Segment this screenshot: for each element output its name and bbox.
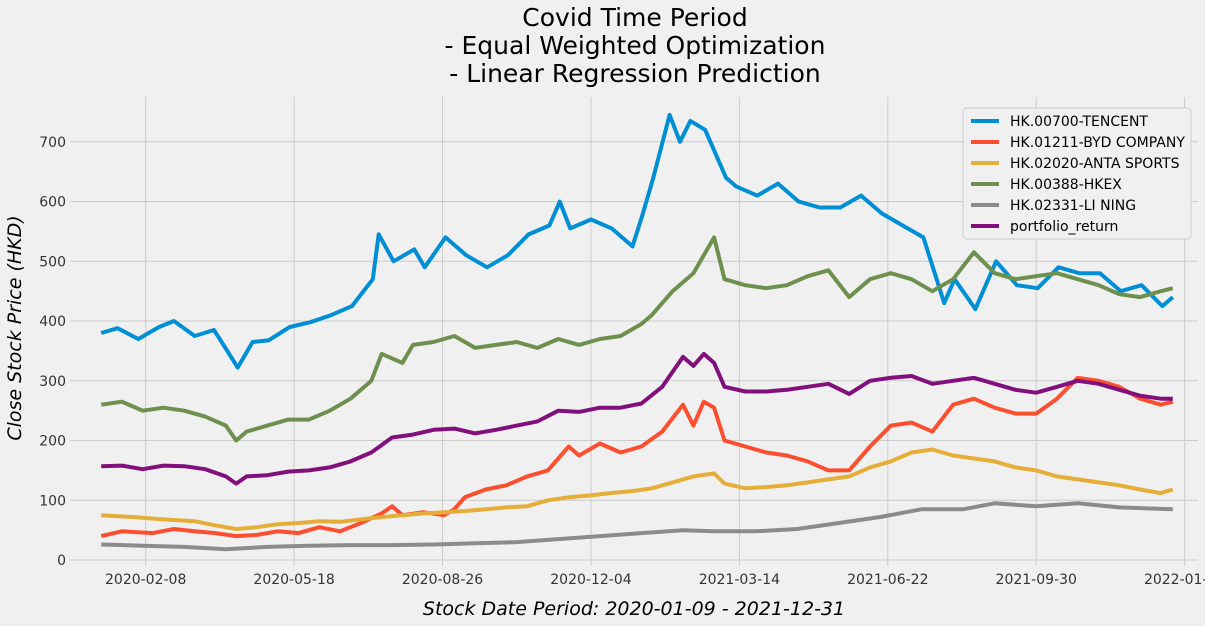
y-tick-label: 700 xyxy=(39,135,66,151)
chart-title-line-2: - Equal Weighted Optimization xyxy=(445,31,826,60)
x-axis-ticks: 2020-02-08 2020-05-18 2020-08-26 2020-12-04… xyxy=(105,572,1205,588)
y-tick-label: 500 xyxy=(39,254,66,270)
legend-entry-label: HK.00700-TENCENT xyxy=(1010,114,1148,130)
x-tick-label: 2021-09-30 xyxy=(996,572,1077,588)
y-tick-label: 100 xyxy=(39,493,66,509)
chart-title-line-3: - Linear Regression Prediction xyxy=(449,59,821,88)
legend-entry-label: HK.01211-BYD COMPANY xyxy=(1010,135,1185,151)
legend-box xyxy=(962,107,1192,240)
series-line-hk-01211-byd-company xyxy=(100,375,1174,539)
legend-entry-label: portfolio_return xyxy=(1010,219,1118,235)
y-tick-label: 0 xyxy=(57,553,66,569)
series-line-hk-00388-hkex xyxy=(100,235,1174,443)
x-tick-label: 2020-05-18 xyxy=(253,572,334,588)
x-axis-label: Stock Date Period: 2020-01-09 - 2021-12-… xyxy=(423,598,845,620)
x-tick-label: 2020-12-04 xyxy=(550,572,631,588)
x-tick-label: 2021-03-14 xyxy=(699,572,780,588)
series-line-hk-02020-anta-sports xyxy=(101,447,1174,531)
series-line-hk-00700-tencent xyxy=(100,112,1175,370)
series-lines xyxy=(100,112,1175,552)
legend-entry-label: HK.02331-LI NING xyxy=(1010,198,1136,214)
legend: HK.00700-TENCENT HK.01211-BYD COMPANY HK.0… xyxy=(962,107,1192,240)
series-line-portfolio-return xyxy=(101,351,1173,486)
grid xyxy=(70,97,1198,566)
y-tick-label: 400 xyxy=(39,314,66,330)
y-axis-ticks: 0 100 200 300 400 500 600 700 xyxy=(39,135,66,569)
legend-entry-label: HK.00388-HKEX xyxy=(1010,177,1122,193)
series-line-hk-02331-li-ning xyxy=(101,501,1173,552)
chart-title-line-1: Covid Time Period xyxy=(522,3,747,32)
x-tick-label: 2022-01-08 xyxy=(1144,572,1205,588)
y-tick-label: 300 xyxy=(39,374,66,390)
legend-entry-label: HK.02020-ANTA SPORTS xyxy=(1010,156,1180,172)
x-tick-label: 2020-08-26 xyxy=(402,572,483,588)
x-tick-label: 2021-06-22 xyxy=(847,572,928,588)
y-axis-label: Close Stock Price (HKD) xyxy=(4,215,26,440)
x-tick-label: 2020-02-08 xyxy=(105,572,186,588)
y-tick-label: 600 xyxy=(39,195,66,211)
y-tick-label: 200 xyxy=(39,434,66,450)
